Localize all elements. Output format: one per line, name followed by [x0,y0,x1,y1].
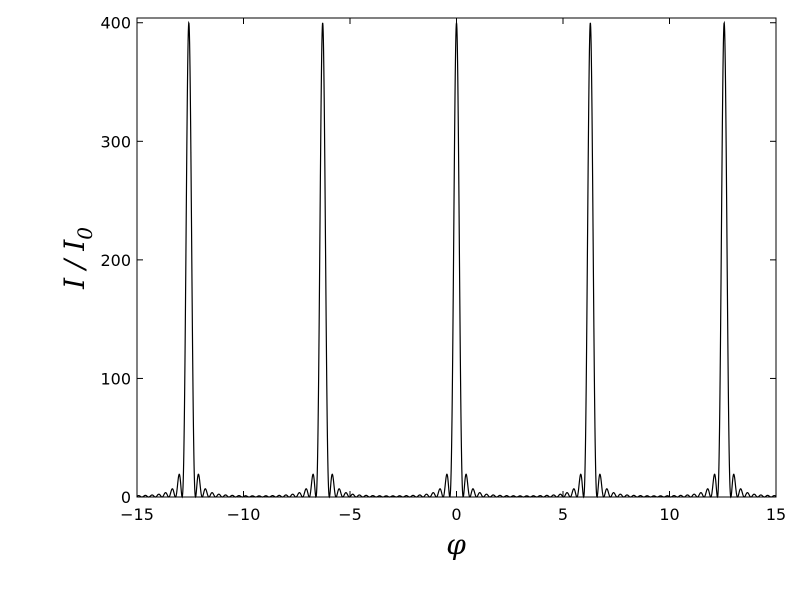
x-tick-label: −5 [338,505,362,524]
x-tick-label: 15 [766,505,786,524]
y-tick-label: 200 [100,251,131,270]
ticks: −15 −10 −5 0 5 10 15 0 100 200 300 400 [100,14,786,524]
x-tick-label: 0 [451,505,461,524]
y-tick-label: 0 [121,488,131,507]
x-axis-label: φ [446,528,466,561]
y-axis-label: I / I0 [58,227,97,290]
plot-frame [136,17,777,498]
x-tick-label: −15 [120,505,154,524]
x-tick-label: −10 [227,505,261,524]
y-tick-label: 100 [100,369,131,388]
y-axis-label-subscript: 0 [73,227,97,240]
series-line-intensity [136,20,777,499]
x-tick-label: 5 [558,505,568,524]
y-axis-label-main: I / I [58,239,91,290]
y-tick-label: 400 [100,14,131,33]
y-tick-label: 300 [100,132,131,151]
x-tick-label: 10 [659,505,679,524]
